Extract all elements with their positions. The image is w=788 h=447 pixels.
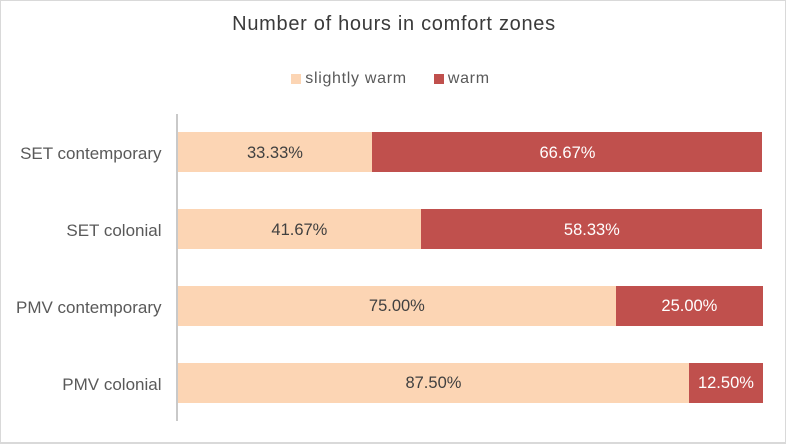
data-label: 12.50%: [697, 374, 754, 393]
bar-row: 87.50% 12.50%: [177, 362, 763, 403]
bar-segment-warm: 12.50%: [689, 362, 763, 403]
bar-segment-slightly-warm: 87.50%: [177, 362, 690, 403]
data-label: 33.33%: [247, 143, 303, 162]
legend-label-slightly-warm: slightly warm: [305, 70, 407, 87]
category-axis-line: [176, 114, 178, 421]
data-label: 25.00%: [661, 297, 718, 316]
bar-segment-slightly-warm: 33.33%: [177, 132, 373, 173]
data-label: 75.00%: [368, 297, 425, 316]
data-label: 66.67%: [539, 143, 596, 162]
category-label: PMV colonial: [62, 374, 162, 394]
legend-item-slightly-warm: slightly warm: [291, 70, 407, 88]
legend-label-warm: warm: [447, 70, 490, 87]
legend-item-warm: warm: [433, 70, 490, 88]
bar-segment-slightly-warm: 75.00%: [177, 285, 617, 326]
legend: slightly warm warm: [0, 70, 788, 88]
data-label: 87.50%: [405, 374, 462, 393]
legend-swatch-warm: [433, 74, 444, 84]
category-label: SET contemporary: [20, 144, 162, 164]
chart-title: Number of hours in comfort zones: [232, 13, 556, 35]
category-label: PMV contemporary: [16, 297, 162, 317]
bar-segment-warm: 66.67%: [372, 132, 763, 173]
data-label: 58.33%: [563, 220, 620, 239]
bar-row: 41.67% 58.33%: [177, 209, 763, 250]
bar-segment-warm: 58.33%: [421, 209, 763, 250]
bar-row: 33.33% 66.67%: [177, 132, 763, 173]
bar-segment-warm: 25.00%: [616, 285, 763, 326]
bar-row: 75.00% 25.00%: [177, 285, 763, 326]
data-label: 41.67%: [271, 220, 328, 239]
legend-swatch-slightly-warm: [291, 74, 302, 84]
bar-segment-slightly-warm: 41.67%: [177, 209, 422, 250]
category-label: SET colonial: [66, 221, 162, 241]
